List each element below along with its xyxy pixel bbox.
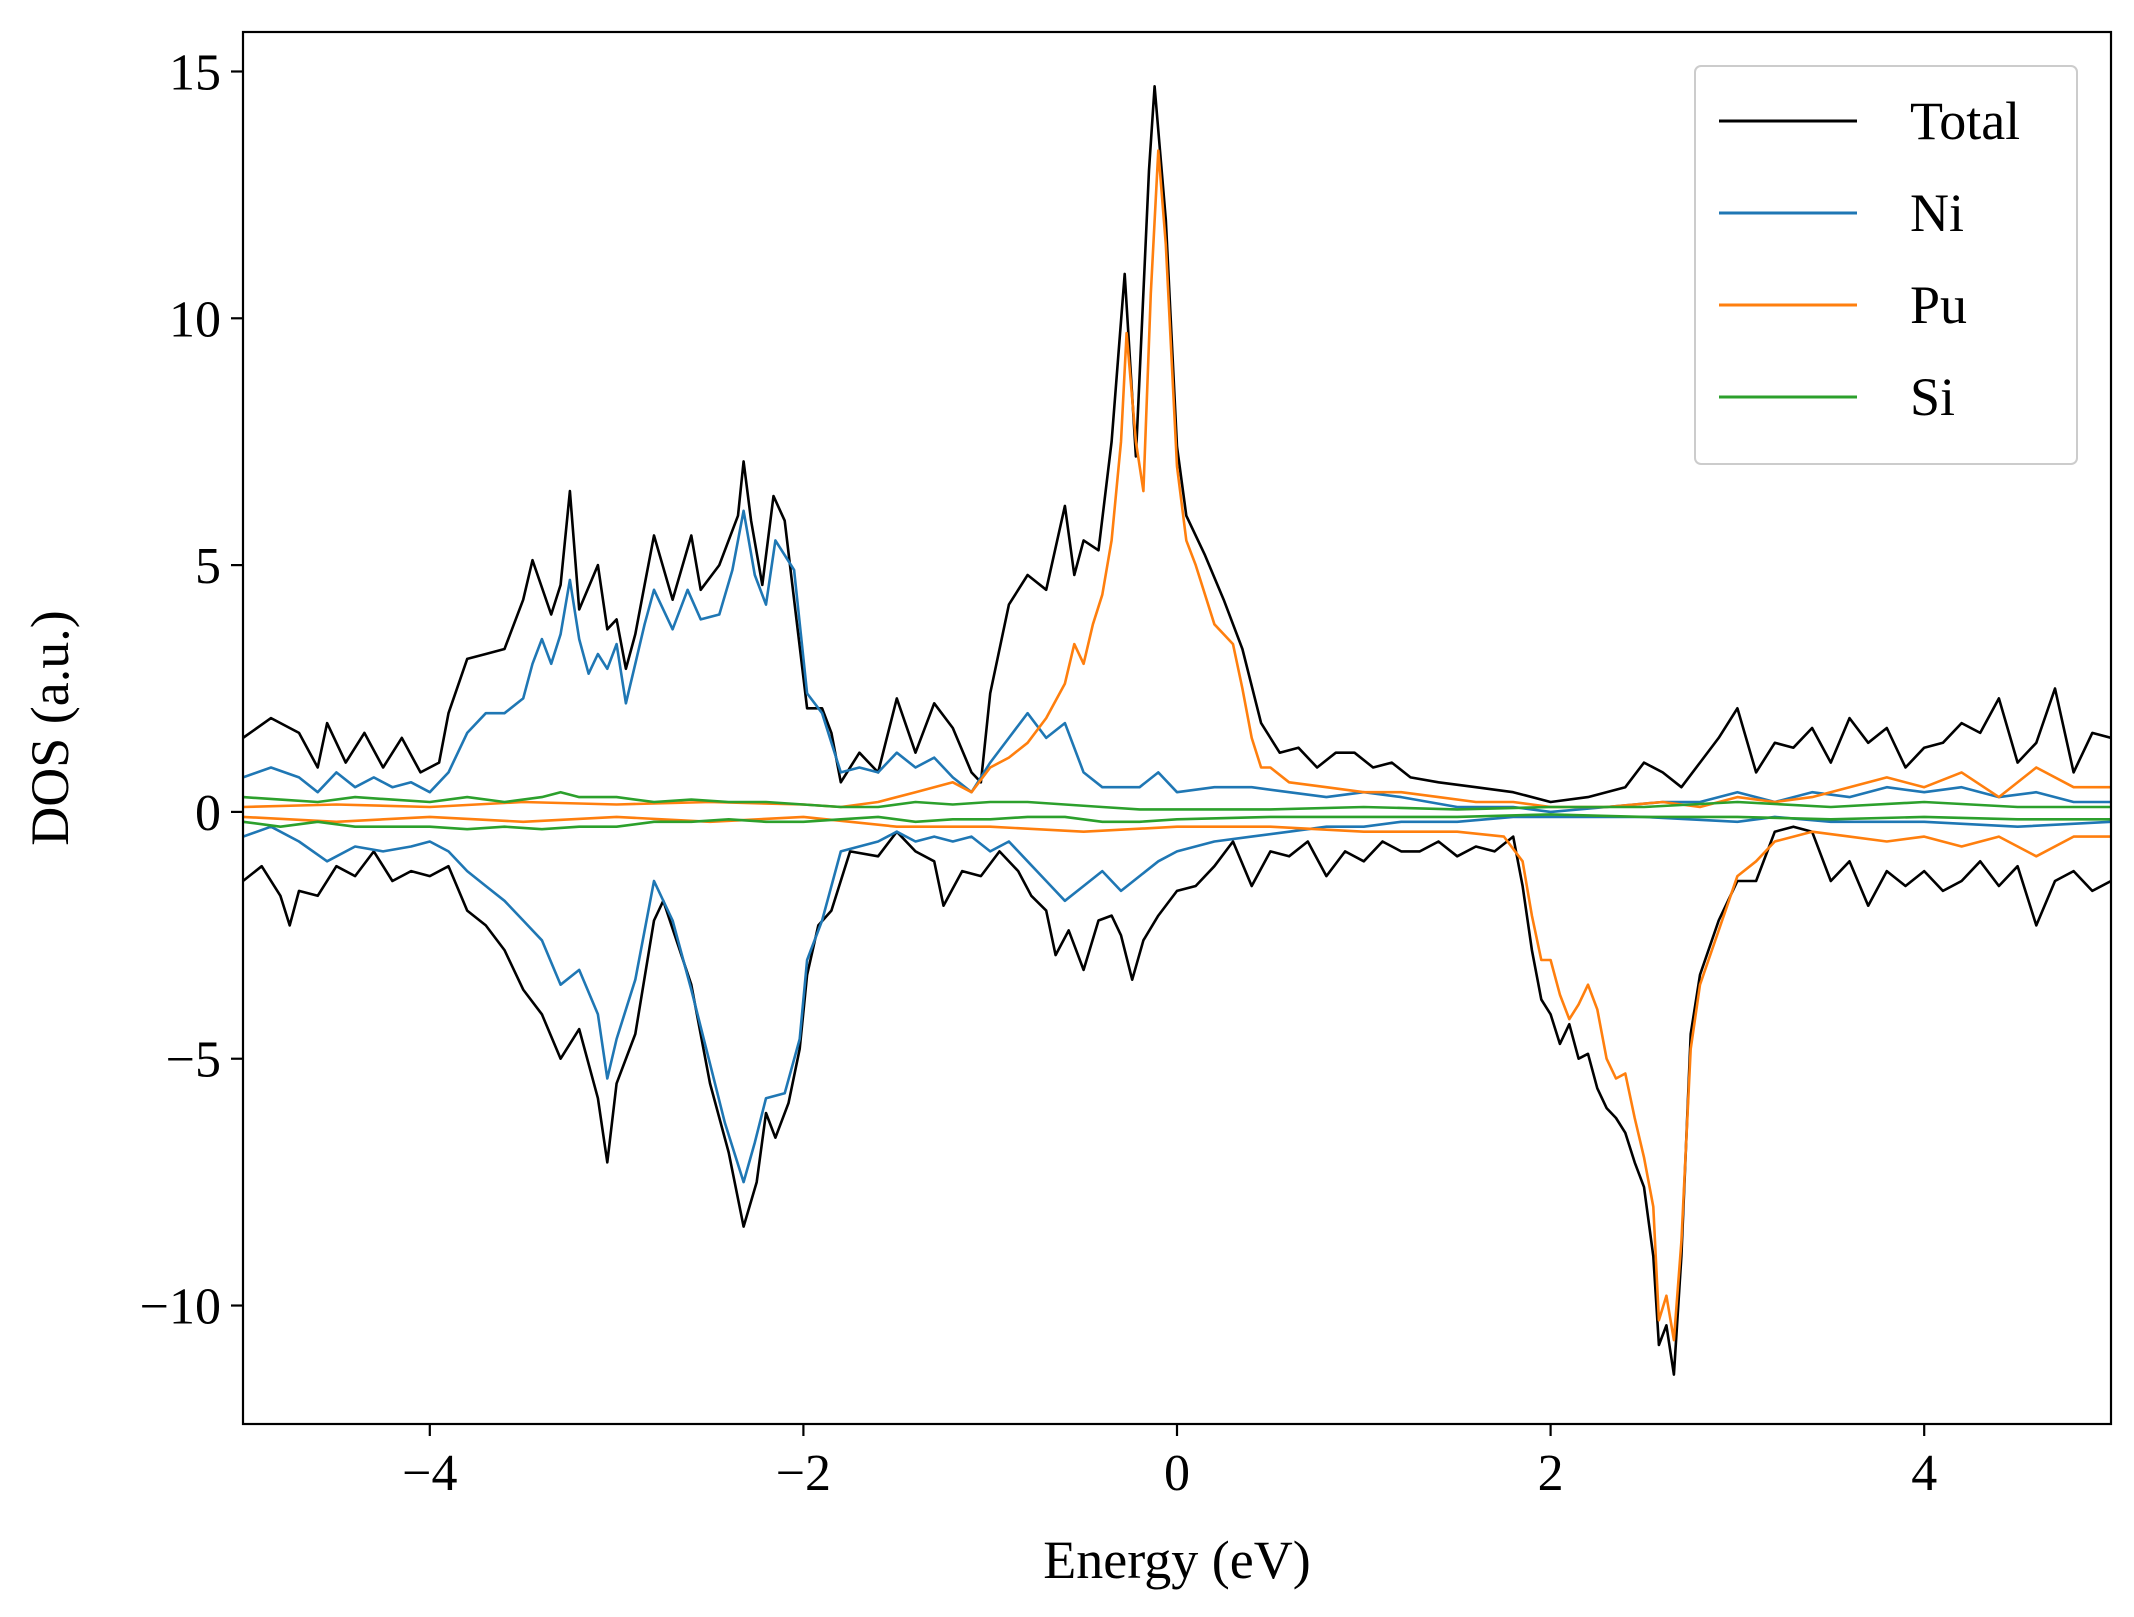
y-axis: −10 −5 0 5 10 15 [140,44,243,1336]
series-line-si-down [243,813,2111,831]
series-line-total-down [243,825,2111,1376]
y-tick-label: 10 [169,291,221,348]
x-tick-label: 4 [1911,1445,1937,1502]
y-axis-title: DOS (a.u.) [20,610,80,845]
series-group [243,85,2111,1376]
y-tick-label: 0 [195,785,221,842]
legend: Total Ni Pu Si [1694,65,2078,465]
legend-box [1694,65,2078,465]
series-line-ni-down [243,815,2111,1184]
series-line-pu-down [243,815,2111,1342]
x-tick-label: 0 [1164,1445,1190,1502]
legend-label-pu: Pu [1910,275,1967,335]
y-tick-label: −10 [140,1279,221,1336]
legend-label-ni: Ni [1910,183,1964,243]
series-line-total-up [243,85,2111,804]
x-tick-label: −4 [402,1445,457,1502]
legend-label-si: Si [1910,367,1955,427]
y-tick-label: 15 [169,44,221,101]
series-line-si-up [243,790,2111,811]
x-axis: −4 −2 0 2 4 [402,1424,1937,1502]
legend-label-total: Total [1910,91,2020,151]
series-line-pu-up [243,149,2111,809]
x-tick-label: −2 [776,1445,831,1502]
y-tick-label: −5 [166,1032,221,1089]
x-tick-label: 2 [1538,1445,1564,1502]
series-line-ni-up [243,509,2111,814]
x-axis-title: Energy (eV) [1043,1530,1310,1590]
y-tick-label: 5 [195,538,221,595]
